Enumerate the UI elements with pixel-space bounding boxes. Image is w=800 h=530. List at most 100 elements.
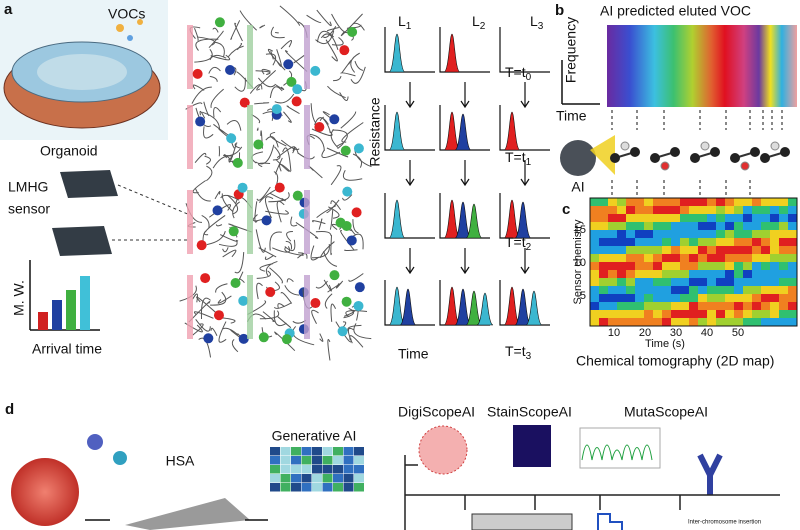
spectrum — [607, 25, 797, 107]
heat-cell — [734, 294, 743, 302]
fiber — [277, 316, 292, 329]
fiber — [214, 41, 225, 58]
fiber — [255, 229, 266, 253]
heat-cell — [671, 198, 680, 206]
ai-head — [560, 140, 596, 176]
heat-cell — [662, 222, 671, 230]
heat-cell — [761, 214, 770, 222]
heat-cell — [698, 198, 707, 206]
heat-cell — [734, 206, 743, 214]
heat-cell — [671, 270, 680, 278]
fiber — [286, 230, 293, 242]
fiber — [330, 165, 342, 186]
heat-cell — [599, 214, 608, 222]
fiber — [222, 247, 229, 253]
vocs-label: VOCs — [108, 6, 145, 22]
heat-cell — [599, 302, 608, 310]
lane-sub: 1 — [406, 21, 412, 32]
heat-cell — [725, 238, 734, 246]
heat-cell — [644, 302, 653, 310]
heat-cell — [653, 262, 662, 270]
heat-cell — [689, 278, 698, 286]
atom — [740, 161, 750, 171]
heat-cell — [662, 278, 671, 286]
heat-cell — [734, 230, 743, 238]
heat-cell — [788, 262, 797, 270]
heat-cell — [653, 230, 662, 238]
lane-name: L — [398, 13, 406, 29]
fiber — [344, 249, 358, 252]
heat-cell — [716, 206, 725, 214]
peak-axes — [439, 105, 490, 151]
heat-cell — [788, 206, 797, 214]
heat-cell — [635, 262, 644, 270]
heat-cell — [752, 238, 761, 246]
voc-ball — [351, 207, 362, 218]
fiber — [213, 106, 222, 118]
heat-cell — [725, 286, 734, 294]
fiber — [284, 285, 300, 296]
fiber — [239, 10, 258, 31]
heat-cell — [725, 278, 734, 286]
heat-cell — [734, 278, 743, 286]
heat-cell — [752, 230, 761, 238]
heat-cell — [734, 198, 743, 206]
heat-cell — [734, 302, 743, 310]
heat-cell — [662, 270, 671, 278]
time-step: T=t0 — [505, 64, 532, 83]
fiber — [325, 39, 338, 62]
voc-ball — [281, 334, 292, 345]
heat-cell — [707, 230, 716, 238]
grid-cell — [354, 447, 364, 456]
voc-ball — [214, 17, 225, 28]
heat-cell — [671, 294, 680, 302]
grid-cell — [291, 474, 301, 483]
heat-cell — [635, 310, 644, 318]
heat-cell — [662, 246, 671, 254]
heat-cell — [770, 206, 779, 214]
hsa-label: HSA — [166, 453, 195, 469]
digiscope-icon — [418, 425, 468, 475]
fiber — [193, 311, 214, 319]
electrode — [304, 105, 310, 169]
heat-cell — [617, 230, 626, 238]
heat-cell — [770, 286, 779, 294]
voc-dot — [116, 24, 124, 32]
heat-cell — [707, 310, 716, 318]
fiber — [195, 319, 211, 332]
heat-cell — [689, 246, 698, 254]
fiber — [348, 273, 364, 282]
heat-cell — [671, 302, 680, 310]
heat-cell — [590, 302, 599, 310]
grid-cell — [333, 447, 343, 456]
grid-cell — [280, 474, 291, 483]
fiber — [209, 54, 227, 61]
heat-cell — [608, 262, 617, 270]
fiber — [210, 54, 231, 61]
heat-cell — [752, 302, 761, 310]
voc-ball — [271, 104, 282, 115]
heat-cell — [608, 318, 617, 326]
fiber — [283, 111, 292, 123]
heat-cell — [644, 222, 653, 230]
fiber — [340, 229, 355, 251]
heat-cell — [635, 198, 644, 206]
fiber — [277, 303, 285, 309]
hsa-stack — [125, 498, 250, 530]
heat-cell — [698, 294, 707, 302]
heat-cell — [743, 238, 752, 246]
heat-cell — [662, 262, 671, 270]
grid-cell — [312, 447, 322, 456]
heat-cell — [680, 238, 689, 246]
heat-cell — [770, 294, 779, 302]
grid-cell — [301, 465, 312, 474]
heat-cell — [590, 214, 599, 222]
heat-cell — [590, 310, 599, 318]
fiber — [286, 105, 300, 115]
fiber — [284, 50, 308, 72]
x-tick-label: 30 — [670, 327, 682, 339]
voc-dot — [127, 35, 133, 41]
fiber — [257, 77, 276, 88]
voc-ball — [212, 205, 223, 216]
fiber — [350, 66, 366, 84]
